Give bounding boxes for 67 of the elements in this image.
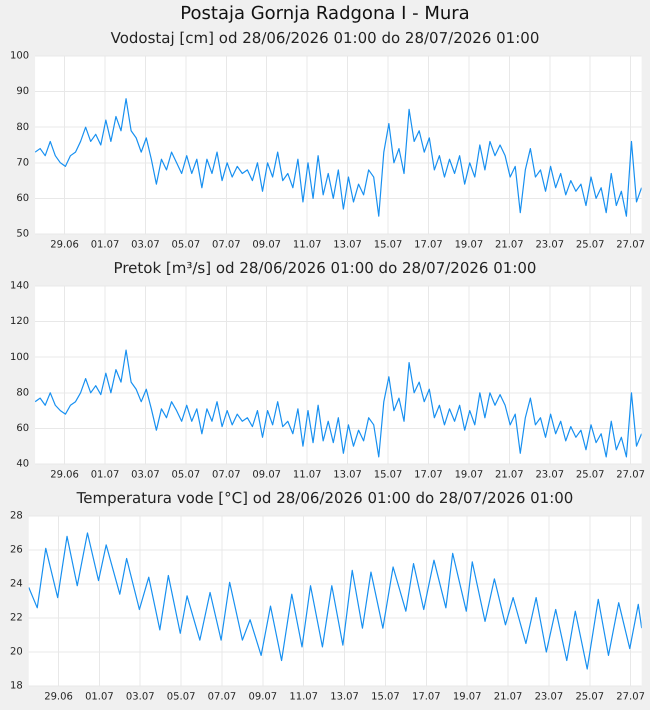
y-tick-label: 18 (10, 680, 23, 692)
y-tick-label: 70 (16, 157, 30, 168)
y-tick-label: 100 (10, 352, 30, 363)
x-tick-label: 23.07 (534, 692, 564, 703)
y-tick-label: 80 (16, 387, 30, 398)
y-tick-label: 24 (10, 578, 23, 590)
y-tick-label: 120 (10, 316, 30, 328)
x-tick-label: 05.07 (172, 240, 200, 251)
x-tick-label: 19.07 (452, 692, 482, 703)
x-tick-label: 09.07 (248, 692, 278, 703)
x-tick-label: 19.07 (454, 240, 484, 251)
chart-subtitle: Vodostaj [cm] od 28/06/2026 01:00 do 28/07/2026 01:00 (110, 28, 540, 47)
y-tick-label: 60 (16, 422, 30, 434)
y-tick-label: 80 (16, 122, 30, 133)
x-tick-label: 17.07 (414, 470, 443, 481)
x-tick-label: 21.07 (495, 240, 524, 251)
x-tick-label: 09.07 (252, 240, 282, 251)
x-tick-label: 13.07 (330, 692, 359, 703)
chart-title: Postaja Gornja Radgona I - Mura (179, 2, 471, 26)
x-tick-label: 09.07 (252, 470, 282, 481)
x-tick-label: 07.07 (212, 470, 241, 481)
x-tick-label: 15.07 (374, 240, 402, 251)
x-tick-label: 05.07 (166, 692, 196, 703)
chart-title: Temperatura vode [°C] od 28/06/2026 01:00 do 28/07/2026 01:00 (76, 488, 574, 507)
x-tick-label: 11.07 (289, 692, 318, 703)
x-tick-label: 03.07 (126, 692, 155, 703)
x-tick-label: 01.07 (90, 470, 120, 481)
x-tick-label: 29.06 (50, 240, 79, 251)
x-tick-label: 21.07 (495, 470, 524, 481)
x-tick-label: 07.07 (212, 240, 241, 251)
x-tick-label: 25.07 (576, 240, 604, 251)
x-tick-label: 15.07 (371, 692, 400, 703)
x-tick-label: 27.07 (616, 470, 645, 481)
x-tick-label: 01.07 (85, 692, 114, 703)
y-tick-label: 22 (10, 612, 23, 624)
x-tick-label: 11.07 (292, 240, 322, 251)
x-tick-label: 03.07 (131, 240, 160, 251)
x-tick-label: 03.07 (131, 470, 160, 481)
y-tick-label: 60 (16, 192, 30, 204)
x-tick-label: 27.07 (616, 240, 645, 251)
y-tick-label: 90 (16, 86, 30, 98)
y-tick-label: 26 (10, 544, 23, 556)
x-tick-label: 17.07 (412, 692, 441, 703)
x-tick-label: 19.07 (454, 470, 484, 481)
x-tick-label: 27.07 (616, 692, 645, 703)
x-tick-label: 23.07 (535, 470, 564, 481)
y-tick-label: 50 (16, 228, 30, 240)
x-tick-label: 21.07 (494, 692, 522, 703)
x-tick-label: 13.07 (333, 240, 362, 251)
x-tick-label: 29.06 (44, 692, 73, 703)
x-tick-label: 23.07 (535, 240, 564, 251)
x-tick-label: 05.07 (172, 470, 200, 481)
y-tick-label: 20 (10, 646, 23, 658)
x-tick-label: 01.07 (90, 240, 120, 251)
chart-title: Pretok [m³/s] od 28/06/2026 01:00 do 28/07/2026 01:00 (114, 258, 536, 277)
y-tick-label: 100 (10, 50, 30, 62)
x-tick-label: 25.07 (576, 470, 604, 481)
x-tick-label: 15.07 (374, 470, 402, 481)
x-tick-label: 13.07 (333, 470, 362, 481)
y-tick-label: 40 (16, 458, 30, 470)
x-tick-label: 29.06 (50, 470, 79, 481)
x-tick-label: 07.07 (208, 692, 236, 703)
x-tick-label: 25.07 (575, 692, 604, 703)
x-tick-label: 17.07 (414, 240, 443, 251)
y-tick-label: 28 (10, 510, 23, 522)
x-tick-label: 11.07 (292, 470, 322, 481)
y-tick-label: 140 (10, 280, 30, 292)
